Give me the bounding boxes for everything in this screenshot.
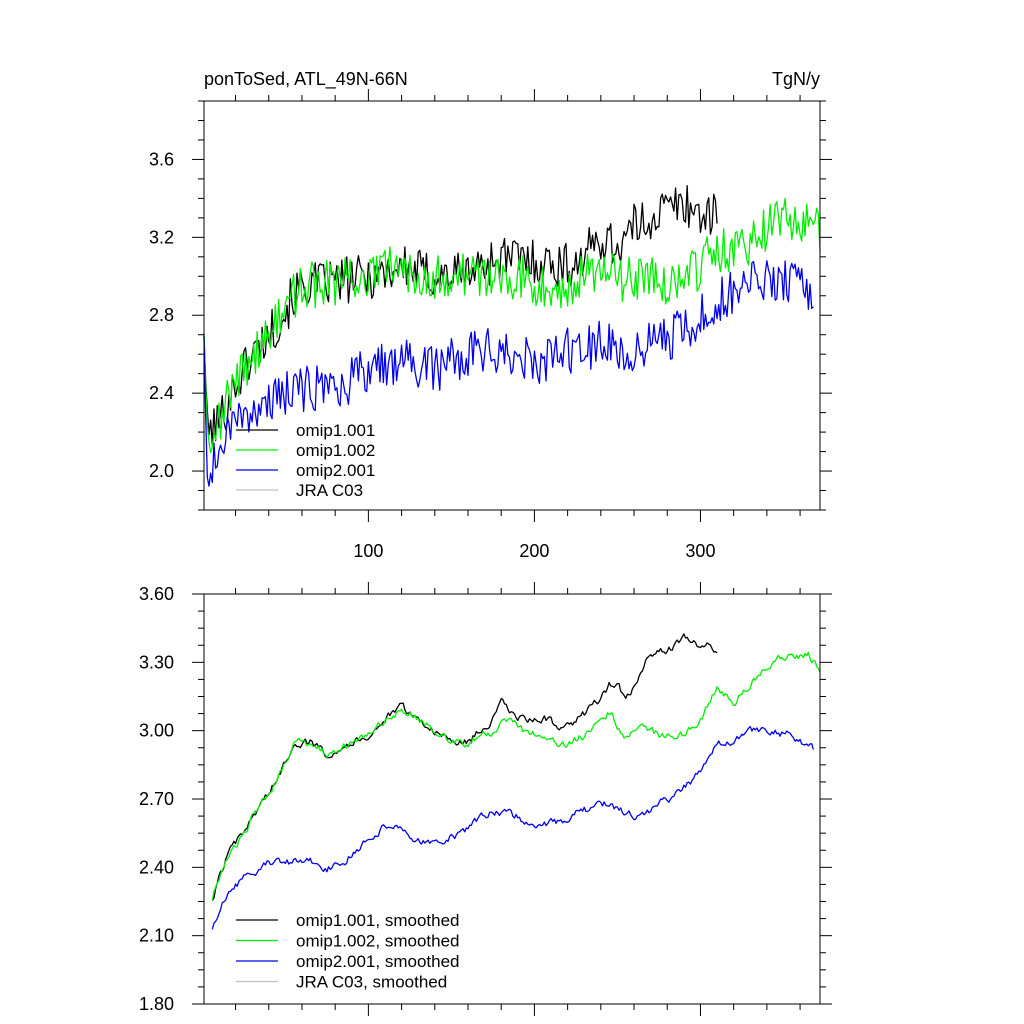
legend-label: omip2.001 [296, 461, 375, 480]
series-line-omip2-001 [203, 260, 814, 487]
y-tick-label: 1.80 [139, 994, 174, 1014]
bottom-panel: 1.80 2.10 2.40 2.70 3.00 3.30 3.60 omip1.001, … [139, 582, 832, 1016]
series-line-omip1-002-smoothed [211, 651, 821, 901]
series-line-omip1-002 [203, 197, 821, 454]
legend-label: omip2.001, smoothed [296, 952, 460, 971]
y-tick-label: 3.60 [139, 584, 174, 604]
y-tick-label: 2.0 [149, 461, 174, 481]
legend-label: omip1.002 [296, 441, 375, 460]
top-panel-frame [203, 100, 821, 511]
y-tick-label: 2.40 [139, 857, 174, 877]
legend-label: JRA C03 [296, 481, 363, 500]
y-tick-label: 3.6 [149, 149, 174, 169]
y-tick-label: 3.30 [139, 652, 174, 672]
bottom-panel-series-lines [211, 633, 821, 930]
y-tick-label: 3.2 [149, 227, 174, 247]
y-tick-label: 3.00 [139, 721, 174, 741]
series-line-omip1-001-smoothed [211, 633, 718, 901]
legend-label: omip1.001, smoothed [296, 911, 460, 930]
x-tick-label: 200 [519, 541, 549, 561]
series-line-omip1-001 [203, 184, 718, 446]
legend-label: omip1.001 [296, 421, 375, 440]
bottom-panel-legend: omip1.001, smoothed omip1.002, smoothedom… [236, 911, 460, 992]
x-tick-label: 100 [353, 541, 383, 561]
y-tick-label: 2.8 [149, 305, 174, 325]
x-tick-label: 300 [685, 541, 715, 561]
y-tick-label: 2.10 [139, 926, 174, 946]
legend-label: JRA C03, smoothed [296, 973, 447, 992]
legend-label: omip1.002, smoothed [296, 932, 460, 951]
series-line-omip2-001-smoothed [211, 726, 814, 930]
top-panel-series-lines [203, 184, 821, 487]
top-panel-title: ponToSed, ATL_49N-66N [204, 69, 408, 90]
bottom-panel-frame [203, 593, 821, 1005]
top-panel-axes: 2.0 2.4 2.8 3.2 3.6 100 200 300 [149, 89, 832, 561]
bottom-panel-axes: 1.80 2.10 2.40 2.70 3.00 3.30 3.60 [139, 582, 832, 1016]
top-panel-units: TgN/y [772, 69, 820, 89]
y-tick-label: 2.70 [139, 789, 174, 809]
y-tick-label: 2.4 [149, 383, 174, 403]
top-panel: ponToSed, ATL_49N-66N TgN/y 2.0 2.4 2.8 3.2… [149, 69, 832, 561]
